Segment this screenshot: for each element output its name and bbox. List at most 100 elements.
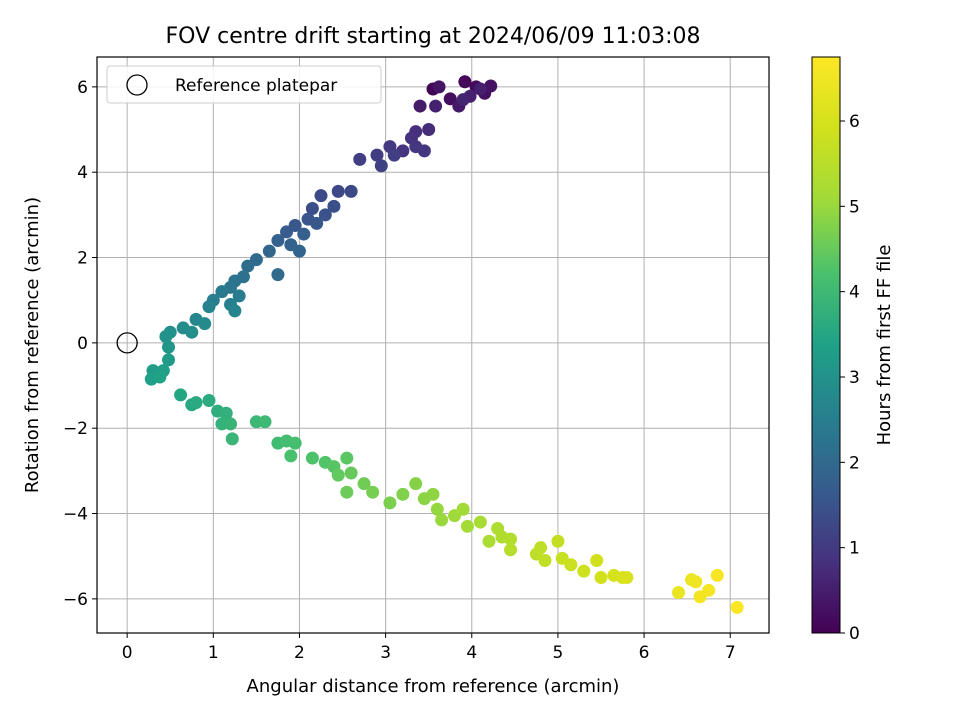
data-point <box>202 300 216 314</box>
data-point <box>443 92 457 106</box>
data-point <box>305 451 319 465</box>
reference-platepar-marker <box>116 332 138 354</box>
y-tick-label: 4 <box>77 163 88 183</box>
data-point <box>730 600 744 614</box>
data-point <box>225 432 239 446</box>
data-point <box>284 449 298 463</box>
data-point <box>331 468 345 482</box>
data-point <box>271 268 285 282</box>
data-point <box>340 451 354 465</box>
data-point <box>422 123 436 137</box>
data-point <box>162 353 176 367</box>
data-point <box>538 553 552 567</box>
x-axis-ticks: 0 1 2 3 4 5 6 7 <box>122 633 736 663</box>
colorbar-tick-label: 4 <box>849 283 860 303</box>
data-point <box>409 477 423 491</box>
data-point <box>232 289 246 303</box>
data-point <box>159 329 173 343</box>
data-point <box>153 370 167 384</box>
x-tick-label: 6 <box>639 643 650 663</box>
data-point <box>551 534 565 548</box>
data-point <box>564 558 578 572</box>
data-point <box>590 553 604 567</box>
y-axis-label: Rotation from reference (arcmin) <box>22 197 43 493</box>
data-point <box>318 208 332 222</box>
data-point <box>504 532 518 546</box>
chart-title: FOV centre drift starting at 2024/06/09 … <box>166 24 701 49</box>
y-tick-label: 2 <box>77 249 88 269</box>
data-point <box>473 82 487 96</box>
data-point <box>429 99 443 113</box>
data-point <box>340 485 354 499</box>
data-point <box>534 541 548 555</box>
colorbar-tick-label: 6 <box>849 112 860 132</box>
data-point <box>456 93 470 107</box>
data-point <box>292 244 306 258</box>
data-point <box>310 216 324 230</box>
data-point <box>288 436 302 450</box>
data-point <box>198 317 212 331</box>
scatter-points <box>144 75 744 614</box>
data-point <box>458 75 472 89</box>
x-tick-label: 3 <box>380 643 391 663</box>
x-tick-label: 5 <box>553 643 564 663</box>
data-point <box>162 340 176 354</box>
data-point <box>383 496 397 510</box>
data-point <box>426 487 440 501</box>
data-point <box>435 513 449 527</box>
y-tick-label: 6 <box>77 78 88 98</box>
data-point <box>577 564 591 578</box>
data-point <box>258 415 272 429</box>
y-tick-label: −6 <box>63 590 88 610</box>
data-point <box>241 259 255 273</box>
x-tick-label: 4 <box>466 643 477 663</box>
data-point <box>366 485 380 499</box>
colorbar: 0 1 2 3 4 5 6 Hours from first FF file <box>811 56 895 644</box>
colorbar-tick-label: 1 <box>849 539 860 559</box>
data-point <box>271 233 285 247</box>
x-tick-label: 0 <box>122 643 133 663</box>
legend: Reference platepar <box>106 65 382 104</box>
data-point <box>413 99 427 113</box>
data-point <box>331 184 345 198</box>
colorbar-tick-label: 5 <box>849 197 860 217</box>
data-point <box>620 571 634 585</box>
data-point <box>460 519 474 533</box>
data-point <box>409 140 423 154</box>
legend-marker-reference <box>126 74 148 96</box>
data-point <box>504 543 518 557</box>
x-tick-label: 7 <box>725 643 736 663</box>
data-point <box>174 388 188 402</box>
data-point <box>374 159 388 173</box>
data-point <box>215 285 229 299</box>
data-point <box>202 393 216 407</box>
data-point <box>430 502 444 516</box>
data-point <box>344 184 358 198</box>
colorbar-tick-label: 0 <box>849 624 860 644</box>
data-point <box>344 466 358 480</box>
colorbar-ticks: 0 1 2 3 4 5 6 <box>840 112 860 644</box>
x-axis-label: Angular distance from reference (arcmin) <box>247 676 620 697</box>
data-point <box>689 575 703 589</box>
colorbar-label: Hours from first FF file <box>874 245 895 446</box>
data-point <box>482 534 496 548</box>
data-point <box>353 152 367 166</box>
data-point <box>387 148 401 162</box>
data-point <box>228 304 242 318</box>
x-tick-label: 1 <box>208 643 219 663</box>
data-point <box>185 325 199 339</box>
data-point <box>314 189 328 203</box>
y-axis-ticks: −6 −4 −2 0 2 4 6 <box>63 78 97 610</box>
data-point <box>305 201 319 215</box>
data-point <box>297 227 311 241</box>
data-point <box>357 477 371 491</box>
data-point <box>327 199 341 213</box>
y-tick-label: −4 <box>63 505 88 525</box>
data-point <box>396 487 410 501</box>
data-point <box>484 79 498 93</box>
data-point <box>219 406 233 420</box>
data-point <box>280 225 294 239</box>
data-point <box>672 585 686 599</box>
